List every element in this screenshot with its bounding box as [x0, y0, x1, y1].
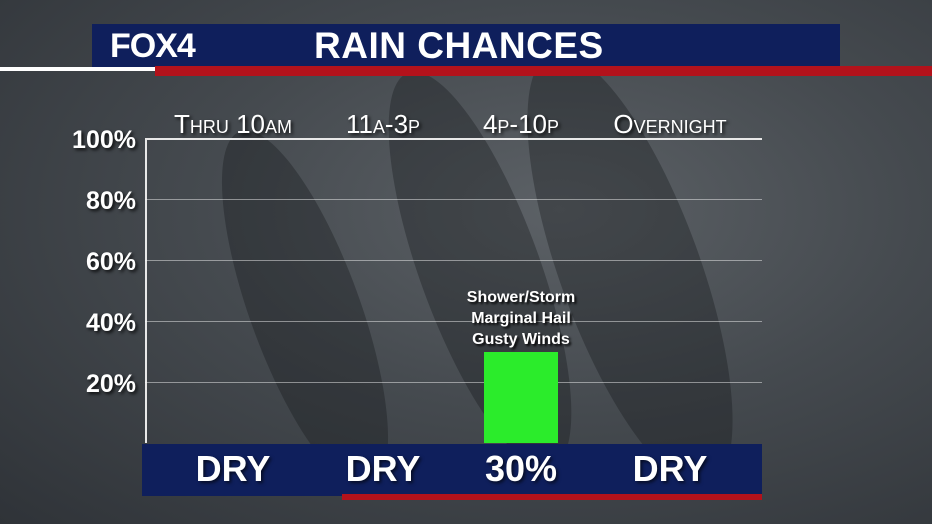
bottom-red-stripe	[342, 494, 762, 500]
gridline	[145, 260, 762, 261]
header-white-stripe	[0, 67, 160, 71]
y-tick-label: 60%	[85, 248, 136, 276]
chart-plot-area	[145, 138, 762, 443]
page-title: RAIN CHANCES	[314, 25, 604, 66]
y-tick-label: 100%	[72, 126, 136, 154]
value-label: DRY	[632, 448, 708, 489]
y-tick-label: 80%	[85, 187, 136, 215]
category-label: 4p-10p	[482, 109, 560, 139]
value-label: 30%	[484, 448, 558, 489]
y-axis-line	[145, 138, 147, 443]
value-label: DRY	[345, 448, 421, 489]
value-bar	[142, 444, 762, 496]
category-label: Overnight	[613, 109, 727, 139]
value-label: DRY	[195, 448, 271, 489]
gridline	[145, 321, 762, 322]
bar	[484, 351, 558, 443]
category-label: Thru 10am	[173, 109, 293, 139]
gridline	[145, 382, 762, 383]
header-bar	[92, 24, 840, 68]
bar-annotation: Shower/Storm Marginal Hail Gusty Winds	[441, 287, 601, 350]
y-tick-label: 20%	[85, 370, 136, 398]
top-border-line	[145, 138, 762, 140]
gridline	[145, 199, 762, 200]
annotation-line: Gusty Winds	[472, 330, 570, 348]
y-tick-label: 40%	[85, 309, 136, 337]
header-red-stripe	[155, 66, 932, 76]
fox4-logo: FOX4	[110, 27, 196, 65]
annotation-line: Marginal Hail	[471, 309, 571, 327]
category-label: 11a-3p	[345, 109, 421, 139]
annotation-line: Shower/Storm	[466, 288, 576, 306]
